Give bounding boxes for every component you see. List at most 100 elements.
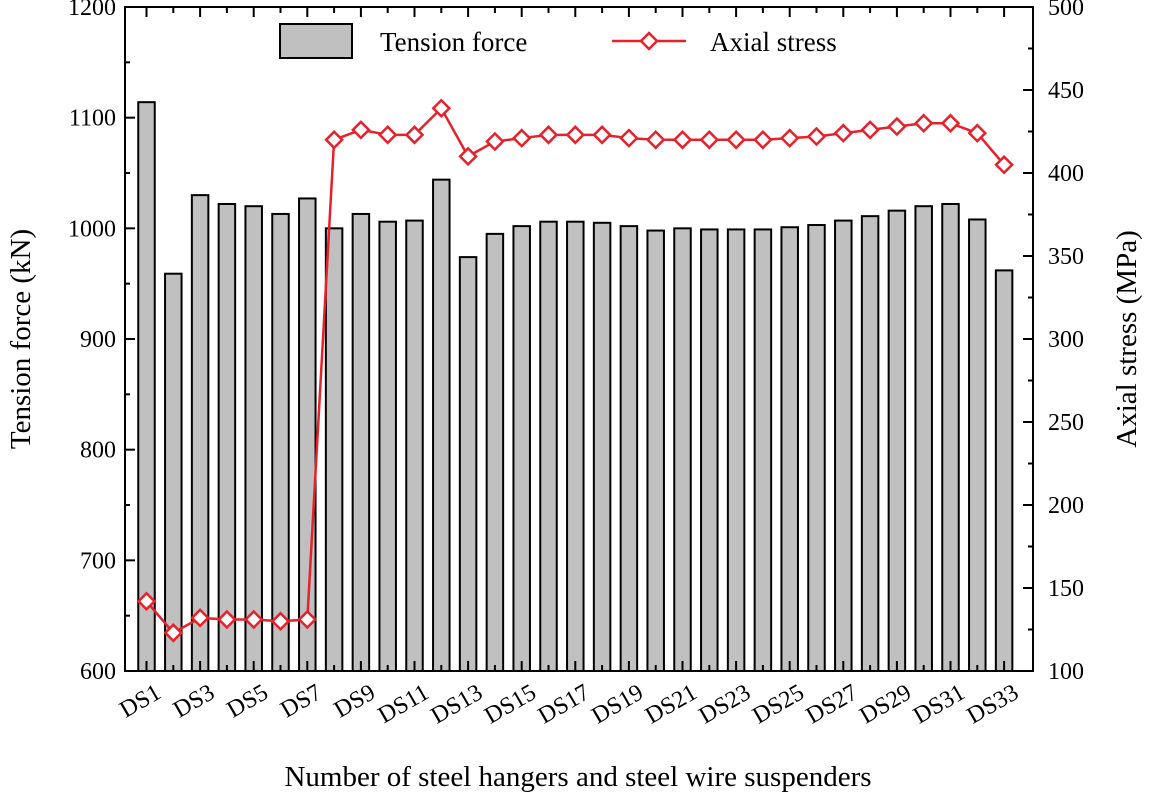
bar-DS23 (726, 228, 746, 672)
bar-DS30 (914, 205, 933, 672)
bar-DS9 (351, 212, 371, 672)
point-DS29 (887, 116, 907, 137)
x-tick-label-DS9: DS9 (330, 680, 380, 724)
y2-tick-label-100: 100 (1048, 659, 1084, 685)
x-tick-label-DS1: DS1 (116, 680, 166, 724)
point-DS31 (940, 113, 961, 133)
y-axis-title-right: Axial stress (MPa) (1111, 230, 1143, 447)
point-DS19 (619, 128, 639, 148)
bar-DS20 (646, 229, 665, 673)
bar-DS6 (271, 212, 290, 672)
point-DS2 (163, 623, 184, 643)
y-tick-label-800: 800 (80, 438, 116, 464)
y-tick-label-700: 700 (80, 548, 116, 574)
x-tick-label-DS31: DS31 (909, 680, 969, 730)
point-DS25 (779, 128, 800, 148)
point-DS14 (485, 131, 505, 152)
y2-tick-label-400: 400 (1048, 161, 1084, 187)
point-DS13 (458, 146, 478, 167)
y2-tick-label-350: 350 (1048, 244, 1084, 270)
point-DS12 (431, 98, 452, 119)
point-DS7 (297, 609, 318, 630)
bar-DS22 (700, 228, 719, 672)
bar-DS17 (566, 220, 585, 672)
point-DS11 (404, 125, 425, 145)
y2-tick-label-450: 450 (1048, 78, 1084, 104)
y2-tick-label-300: 300 (1048, 327, 1084, 353)
bar-DS28 (860, 215, 880, 672)
bar-DS31 (941, 202, 960, 673)
x-tick-label-DS11: DS11 (374, 680, 434, 729)
x-tick-label-DS33: DS33 (963, 680, 1023, 730)
line-series-axial-stress (136, 98, 1014, 643)
y2-tick-label-200: 200 (1048, 493, 1084, 519)
bar-DS33 (994, 269, 1014, 672)
bar-DS15 (512, 225, 531, 672)
bar-DS5 (244, 205, 263, 672)
bar-DS10 (378, 220, 397, 672)
bar-DS26 (807, 224, 826, 672)
x-tick-label-DS17: DS17 (534, 680, 594, 730)
point-DS15 (511, 128, 532, 148)
point-DS28 (860, 120, 880, 140)
point-DS24 (753, 130, 773, 150)
y-axis-title-left: Tension force (kN) (5, 229, 37, 449)
legend: Tension force Axial stress (279, 23, 837, 59)
legend-label-tension-force: Tension force (380, 27, 527, 57)
x-tick-label-DS5: DS5 (223, 680, 273, 724)
point-DS33 (994, 154, 1014, 175)
bar-DS21 (673, 227, 692, 673)
x-tick-label-DS7: DS7 (276, 680, 326, 724)
point-DS20 (645, 130, 666, 150)
point-DS27 (833, 123, 854, 143)
bar-DS11 (405, 219, 424, 672)
x-tick-label-DS25: DS25 (748, 680, 808, 730)
x-tick-label-DS23: DS23 (695, 680, 755, 730)
bar-DS16 (539, 220, 558, 672)
y-tick-label-600: 600 (80, 659, 116, 685)
bar-DS2 (164, 272, 183, 672)
y-tick-label-1200: 1200 (68, 0, 116, 21)
y2-tick-label-150: 150 (1048, 576, 1084, 602)
bar-DS13 (458, 256, 478, 672)
point-DS9 (351, 120, 371, 140)
legend-label-axial-stress: Axial stress (710, 27, 837, 57)
bar-DS3 (190, 194, 210, 672)
x-tick-label-DS27: DS27 (802, 680, 862, 730)
point-DS32 (967, 123, 988, 143)
bar-DS27 (834, 219, 853, 672)
point-DS17 (565, 125, 586, 145)
point-DS16 (538, 125, 559, 145)
point-DS21 (672, 130, 693, 150)
bar-DS12 (432, 178, 451, 672)
bar-DS24 (753, 228, 773, 672)
x-tick-label-DS21: DS21 (641, 680, 701, 730)
x-axis-title: Number of steel hangers and steel wire s… (284, 761, 871, 793)
point-DS26 (806, 126, 827, 147)
point-DS18 (592, 125, 612, 145)
point-DS4 (217, 609, 237, 630)
point-DS8 (324, 130, 344, 150)
y2-tick-label-500: 500 (1048, 0, 1084, 21)
y-tick-label-1000: 1000 (68, 216, 116, 242)
point-DS22 (699, 130, 720, 150)
bar-DS8 (324, 227, 344, 673)
point-DS3 (190, 608, 210, 628)
bar-series-tension-force (137, 101, 1014, 673)
point-DS23 (726, 130, 746, 150)
legend-marker-axial-stress (639, 31, 659, 51)
bar-DS4 (217, 202, 237, 673)
y-tick-label-1100: 1100 (69, 106, 116, 132)
point-DS30 (913, 113, 934, 133)
bar-DS18 (592, 221, 612, 673)
y2-tick-label-250: 250 (1048, 410, 1084, 436)
point-DS1 (136, 591, 157, 612)
bar-DS29 (887, 209, 907, 672)
bar-DS25 (780, 226, 799, 672)
x-tick-label-DS13: DS13 (427, 680, 487, 730)
x-tick-label-DS3: DS3 (169, 680, 219, 724)
point-DS10 (377, 125, 398, 145)
point-DS5 (243, 609, 264, 630)
bar-DS14 (485, 232, 505, 672)
